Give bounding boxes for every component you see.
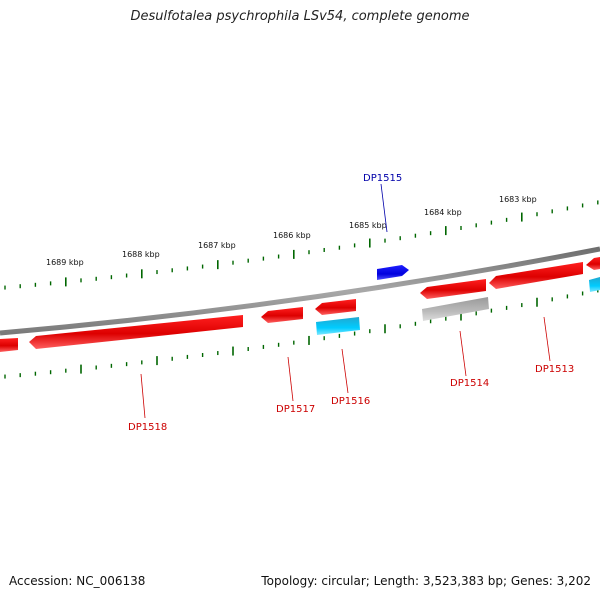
map-title: Desulfotalea psychrophila LSv54, complet… bbox=[130, 9, 470, 24]
scale-label-1685: 1685 kbp bbox=[349, 221, 387, 230]
leader-line-dp1517 bbox=[287, 356, 294, 402]
scale-label-1689: 1689 kbp bbox=[46, 258, 84, 267]
gene-feature-dp1516-top[interactable] bbox=[315, 299, 356, 315]
gene-label-dp1515[interactable]: DP1515 bbox=[363, 173, 402, 184]
leader-line-dp1516 bbox=[341, 348, 349, 394]
inner-tick-ring bbox=[4, 288, 599, 379]
gene-feature-dp1513[interactable] bbox=[489, 262, 583, 289]
outer-tick-ring bbox=[4, 200, 599, 290]
genome-backbone bbox=[0, 246, 600, 336]
scale-label-1686: 1686 kbp bbox=[273, 231, 311, 240]
gene-feature-dp1515[interactable] bbox=[377, 265, 409, 280]
gene-features bbox=[0, 257, 600, 352]
gene-feature-dp1517[interactable] bbox=[261, 307, 303, 323]
gene-labels: DP1515 DP1518 DP1517 DP1516 DP1514 DP151… bbox=[128, 173, 574, 433]
scale-labels: 1689 kbp 1688 kbp 1687 kbp 1686 kbp 1685… bbox=[46, 195, 537, 267]
leader-line-dp1513 bbox=[543, 316, 551, 362]
gene-feature-dp1518[interactable] bbox=[29, 315, 243, 349]
scale-label-1683: 1683 kbp bbox=[499, 195, 537, 204]
gene-feature-right-edge-cyan[interactable] bbox=[589, 277, 600, 292]
leader-lines bbox=[140, 183, 551, 419]
gene-label-dp1518[interactable]: DP1518 bbox=[128, 422, 167, 433]
gene-feature-right-edge-red[interactable] bbox=[586, 257, 600, 270]
gene-label-dp1517[interactable]: DP1517 bbox=[276, 404, 315, 415]
leader-line-dp1515 bbox=[380, 183, 388, 233]
leader-line-dp1518 bbox=[140, 373, 146, 419]
accession-text: Accession: NC_006138 bbox=[9, 574, 146, 588]
gene-feature-dp1514-bottom[interactable] bbox=[422, 297, 489, 321]
gene-feature-dp1516-bottom[interactable] bbox=[316, 317, 360, 335]
gene-feature-left-edge[interactable] bbox=[0, 338, 18, 352]
scale-label-1687: 1687 kbp bbox=[198, 241, 236, 250]
gene-label-dp1516[interactable]: DP1516 bbox=[331, 396, 370, 407]
leader-line-dp1514 bbox=[459, 330, 467, 377]
scale-label-1688: 1688 kbp bbox=[122, 250, 160, 259]
genome-summary-text: Topology: circular; Length: 3,523,383 bp… bbox=[261, 574, 591, 588]
gene-label-dp1513[interactable]: DP1513 bbox=[535, 364, 574, 375]
scale-label-1684: 1684 kbp bbox=[424, 208, 462, 217]
gene-label-dp1514[interactable]: DP1514 bbox=[450, 378, 489, 389]
gene-feature-dp1514-top[interactable] bbox=[420, 279, 486, 299]
